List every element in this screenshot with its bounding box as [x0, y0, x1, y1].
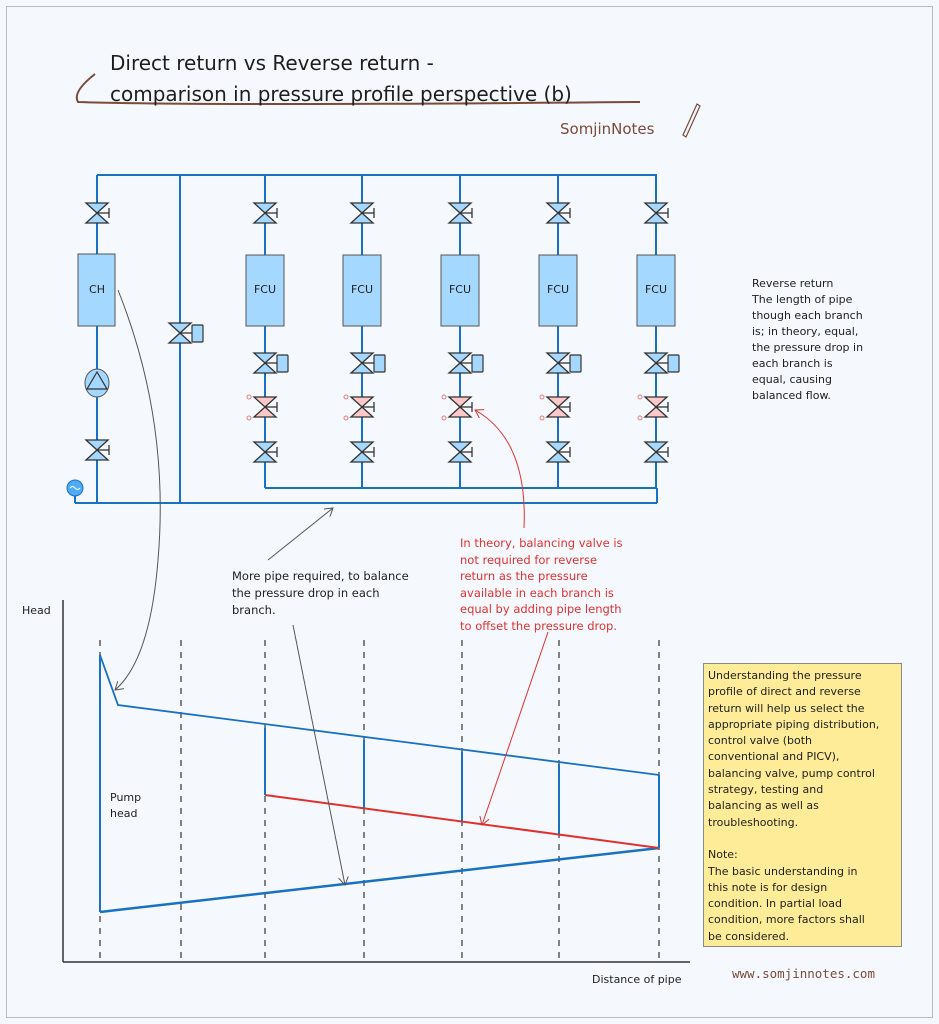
fcu-label: FCU: [253, 283, 277, 296]
pump-head-label: Pump head: [110, 791, 142, 820]
fcu-label: FCU: [546, 283, 570, 296]
test-point-icon: [246, 394, 252, 400]
isolation-valve-icon: [349, 202, 375, 224]
test-point-icon: [343, 394, 349, 400]
test-point-icon: [637, 394, 643, 400]
balancing-valve-icon: [349, 396, 375, 418]
actuator-icon: [276, 354, 289, 373]
actuator-icon: [373, 354, 386, 373]
chiller: [77, 253, 116, 327]
isolation-valve-icon: [252, 202, 278, 224]
control-valve-icon: [643, 352, 680, 374]
arrow-to-return-pipe: [267, 508, 333, 561]
isolation-valve-icon: [84, 202, 110, 224]
chiller-label: CH: [89, 283, 105, 296]
tank-wave: [69, 486, 81, 490]
test-point-icon: [539, 415, 545, 421]
actuator-icon: [667, 354, 680, 373]
isolation-valve-icon: [252, 441, 278, 463]
title-line-1: Direct return vs Reverse return -: [110, 51, 434, 75]
isolation-valve-icon: [447, 441, 473, 463]
actuator-icon: [471, 354, 484, 373]
isolation-valve-icon: [349, 441, 375, 463]
control-valve-icon: [252, 352, 289, 374]
actuator-icon: [191, 324, 204, 343]
pressure-profile-chart: [62, 600, 690, 963]
arrow-to-return-profile: [292, 624, 345, 885]
pen-icon: [682, 103, 701, 138]
reverse-return-pressure-line: [264, 794, 660, 849]
summary-sticky-note: Understanding the pressure profile of di…: [703, 663, 902, 947]
piping-schematic: [66, 174, 680, 504]
test-point-icon: [637, 415, 643, 421]
fcu-unit: [245, 254, 285, 327]
test-point-icon: [539, 394, 545, 400]
pump-icon: [84, 368, 110, 398]
arrow-to-red-line: [482, 631, 549, 825]
isolation-valve-icon: [545, 441, 571, 463]
website-link[interactable]: www.somjinnotes.com: [732, 966, 875, 981]
balancing-valve-icon: [447, 396, 473, 418]
test-point-icon: [343, 415, 349, 421]
isolation-valve-icon: [447, 202, 473, 224]
fcu-label: FCU: [644, 283, 668, 296]
fcu-unit: [440, 254, 480, 327]
test-point-icon: [246, 415, 252, 421]
y-axis-label: Head: [22, 604, 51, 617]
isolation-valve-icon: [643, 202, 669, 224]
isolation-valve-icon: [643, 441, 669, 463]
balancing-valve-icon: [545, 396, 571, 418]
reverse-return-note: Reverse return The length of pipe though…: [752, 277, 864, 402]
page-frame: [6, 6, 933, 1018]
balancing-valve-icon: [252, 396, 278, 418]
isolation-valve-icon: [84, 439, 110, 461]
fcu-unit: [636, 254, 676, 327]
page-title: Direct return vs Reverse return - compari…: [110, 48, 572, 110]
fcu-unit: [342, 254, 382, 327]
pump-triangle: [85, 370, 109, 390]
balancing-valve-icon: [643, 396, 669, 418]
test-point-icon: [441, 394, 447, 400]
control-valve-icon: [545, 352, 582, 374]
actuator-icon: [569, 354, 582, 373]
brand-logo: SomjinNotes: [560, 120, 655, 138]
balancing-valve-note: In theory, balancing valve is not requir…: [460, 536, 623, 633]
arrow-to-balancing-valve: [475, 410, 525, 529]
test-point-icon: [441, 415, 447, 421]
control-valve-icon: [349, 352, 386, 374]
x-axis-label: Distance of pipe: [592, 973, 682, 986]
bypass-control-valve-icon: [167, 322, 204, 344]
supply-pressure-line: [99, 654, 660, 776]
control-valve-icon: [447, 352, 484, 374]
more-pipe-note: More pipe required, to balance the press…: [232, 569, 409, 617]
fcu-label: FCU: [350, 283, 374, 296]
isolation-valve-icon: [545, 202, 571, 224]
title-line-2: comparison in pressure profile perspecti…: [110, 82, 572, 106]
title-underline: [75, 73, 641, 105]
fcu-unit: [538, 254, 578, 327]
return-pressure-line: [99, 846, 660, 914]
arrow-ch-to-pump-head: [115, 289, 161, 690]
fcu-label: FCU: [448, 283, 472, 296]
